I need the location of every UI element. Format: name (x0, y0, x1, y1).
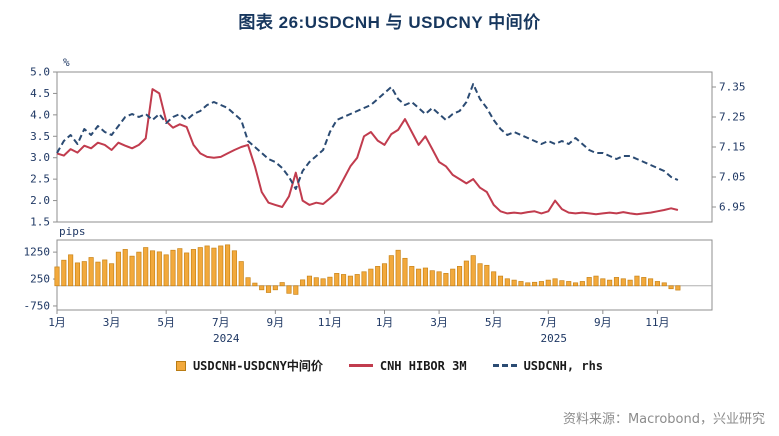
legend-label-spread: USDCNH-USDCNY中间价 (192, 359, 323, 373)
svg-text:-750: -750 (24, 299, 51, 312)
legend-item-hibor: CNH HIBOR 3M (348, 358, 467, 373)
svg-text:7月: 7月 (212, 316, 230, 329)
chart-legend: USDCNH-USDCNY中间价 CNH HIBOR 3M USDCNH, rh… (0, 357, 779, 374)
svg-text:2025: 2025 (540, 332, 567, 345)
svg-text:%: % (63, 56, 70, 69)
svg-text:6.95: 6.95 (719, 201, 746, 214)
svg-text:7.15: 7.15 (719, 141, 746, 154)
svg-text:7月: 7月 (539, 316, 557, 329)
legend-label-hibor: CNH HIBOR 3M (379, 358, 467, 373)
svg-text:7.05: 7.05 (719, 171, 746, 184)
svg-text:7.25: 7.25 (719, 111, 746, 124)
legend-label-usdcnh: USDCNH, rhs (523, 358, 604, 373)
svg-text:5月: 5月 (485, 316, 503, 329)
svg-text:3月: 3月 (430, 316, 448, 329)
bar-swatch-icon (175, 360, 186, 371)
svg-text:5月: 5月 (157, 316, 175, 329)
svg-text:4.0: 4.0 (30, 108, 50, 121)
svg-text:pips: pips (59, 225, 86, 238)
svg-text:3.0: 3.0 (30, 151, 50, 164)
svg-text:7.35: 7.35 (719, 81, 746, 94)
svg-text:1.5: 1.5 (30, 216, 50, 229)
svg-text:1250: 1250 (24, 246, 51, 259)
svg-text:5.0: 5.0 (30, 66, 50, 79)
svg-text:11月: 11月 (318, 316, 342, 329)
source-note: 资料来源：Macrobond，兴业研究 (562, 412, 765, 427)
legend-item-spread: USDCNH-USDCNY中间价 (175, 357, 323, 374)
legend-item-usdcnh: USDCNH, rhs (492, 358, 604, 373)
svg-text:11月: 11月 (645, 316, 669, 329)
svg-text:2024: 2024 (213, 332, 240, 345)
svg-text:3月: 3月 (103, 316, 121, 329)
chart-title: 图表 26:USDCNH 与 USDCNY 中间价 (238, 13, 541, 32)
svg-text:2.0: 2.0 (30, 194, 50, 207)
svg-text:9月: 9月 (267, 316, 285, 329)
svg-text:250: 250 (30, 273, 50, 286)
chart-canvas: 5.0 4.5 4.0 3.5 3.0 2.5 2.0 1.5 7.35 7.25 7.15 7.05… (24, 56, 746, 345)
line-swatch-icon (348, 364, 373, 367)
svg-text:2.5: 2.5 (30, 173, 50, 186)
svg-text:3.5: 3.5 (30, 130, 50, 143)
svg-text:9月: 9月 (594, 316, 612, 329)
svg-text:1月: 1月 (376, 316, 394, 329)
svg-text:4.5: 4.5 (30, 87, 50, 100)
svg-text:1月: 1月 (48, 316, 66, 329)
dashed-line-swatch-icon (492, 364, 517, 367)
